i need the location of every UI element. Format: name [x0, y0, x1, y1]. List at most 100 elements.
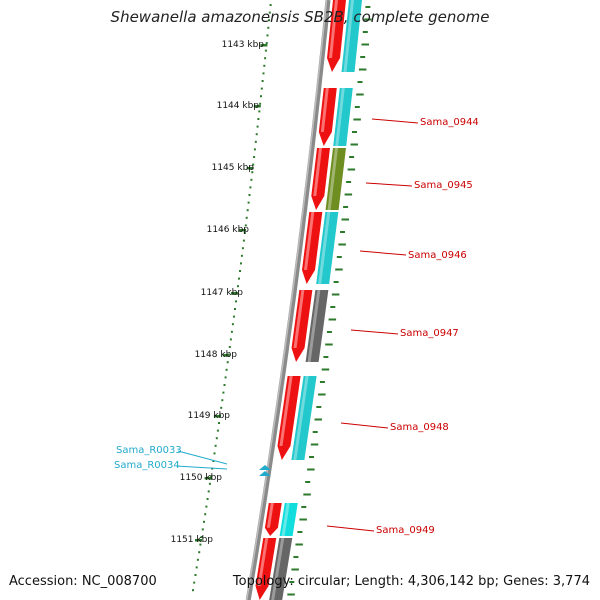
gc-skew-mark [331, 293, 340, 296]
scale-dot [228, 346, 231, 348]
cog-block-highlight [281, 503, 290, 536]
rna-marker [259, 465, 271, 470]
scale-dot [208, 482, 211, 485]
scale-dot [195, 566, 198, 569]
scale-dot [258, 110, 261, 113]
scale-dot [267, 26, 270, 29]
gc-skew-mark [340, 231, 345, 233]
cog-block [341, 0, 362, 72]
cog-block [305, 290, 329, 362]
gc-skew-mark [338, 243, 346, 246]
gc-skew-mark [293, 556, 299, 558]
rna-label-sama-r0033: Sama_R0033 [116, 445, 182, 456]
scale-dot [240, 262, 242, 265]
gc-skew-mark [352, 131, 357, 133]
cds-arrow-highlight [313, 148, 322, 196]
scale-tick [253, 105, 261, 108]
scale-label-1150: 1150 kbp [179, 473, 222, 483]
scale-dot [241, 247, 244, 250]
cog-block [279, 503, 298, 536]
scale-dot [263, 64, 266, 67]
gene-label-sama-0945: Sama_0945 [414, 180, 473, 191]
gc-skew-mark [314, 418, 322, 421]
gc-skew-mark [287, 593, 295, 596]
gene-leader-line [371, 118, 419, 124]
scale-tick [204, 477, 212, 480]
scale-label-1144: 1144 kbp [216, 101, 259, 111]
scale-tick [231, 292, 238, 295]
gene-leader-line [326, 525, 375, 532]
cog-block-highlight [318, 212, 331, 284]
scale-dot [260, 95, 262, 98]
scale-dot [193, 581, 196, 584]
gene-leader-line [365, 182, 413, 187]
scale-dot [204, 513, 207, 516]
scale-dot [269, 4, 272, 6]
scale-dot [220, 406, 223, 409]
scale-label-1147: 1147 kbp [200, 288, 243, 298]
scale-dot [261, 80, 264, 82]
gc-skew-mark [330, 306, 336, 308]
scale-dot [244, 224, 247, 227]
gc-skew-mark [326, 331, 332, 333]
gc-skew-mark [319, 381, 325, 383]
gc-skew-mark [353, 118, 361, 121]
scale-dot [229, 338, 232, 341]
scale-tick [213, 415, 221, 418]
scale-dot [245, 216, 248, 219]
scale-dot [246, 209, 249, 212]
gc-skew-mark [316, 406, 322, 408]
scale-dot [242, 239, 245, 242]
gc-skew-mark [291, 568, 299, 571]
cds-arrow-highlight [320, 88, 329, 132]
scale-dot [251, 171, 254, 174]
gc-skew-mark [321, 368, 330, 371]
cog-block [291, 376, 317, 460]
gc-skew-mark [299, 518, 307, 521]
scale-dot [235, 300, 237, 303]
gc-skew-mark [323, 356, 329, 358]
scale-dot [239, 270, 241, 272]
cds-arrow-highlight [303, 212, 315, 270]
gc-skew-mark [307, 468, 315, 471]
cds-arrow-highlight [293, 290, 305, 348]
gene-leader-line [340, 422, 389, 429]
accession-label: Accession: NC_008700 [9, 574, 157, 589]
scale-dot [206, 498, 209, 500]
scale-label-1143: 1143 kbp [221, 40, 264, 50]
rna-marker [259, 471, 271, 476]
scale-dot [198, 551, 201, 554]
scale-dot [249, 186, 252, 189]
gc-skew-mark [361, 43, 369, 46]
scale-dot [210, 475, 213, 478]
scale-dot [250, 178, 253, 181]
scale-dot [262, 72, 265, 75]
scale-label-1145: 1145 kbp [211, 163, 254, 173]
gene-label-sama-0944: Sama_0944 [420, 117, 479, 128]
scale-dot [199, 543, 202, 546]
cog-block [269, 538, 293, 600]
scale-dot [254, 140, 257, 143]
cog-block-highlight [293, 376, 309, 460]
scale-dot [233, 315, 235, 318]
backbone-highlight [245, 0, 328, 600]
rna-label-sama-r0034: Sama_R0034 [114, 460, 180, 471]
scale-dot [214, 444, 217, 447]
map-title: Shewanella amazonensis SB2B, complete ge… [110, 8, 490, 26]
scale-dot [212, 460, 215, 462]
scale-dot [223, 384, 226, 386]
gc-skew-mark [309, 456, 314, 458]
gc-skew-mark [297, 531, 303, 533]
gc-skew-mark [335, 268, 343, 271]
cog-block [325, 148, 346, 210]
gc-skew-mark [325, 343, 333, 346]
gene-label-sama-0949: Sama_0949 [376, 525, 435, 536]
scale-dot [255, 133, 258, 136]
gc-skew-mark [318, 393, 326, 396]
cog-block-highlight [327, 148, 338, 210]
scale-dot [207, 490, 210, 493]
scale-dot [215, 437, 218, 440]
scale-dot [248, 194, 251, 196]
scale-dot [264, 49, 267, 52]
scale-dot [230, 330, 233, 333]
